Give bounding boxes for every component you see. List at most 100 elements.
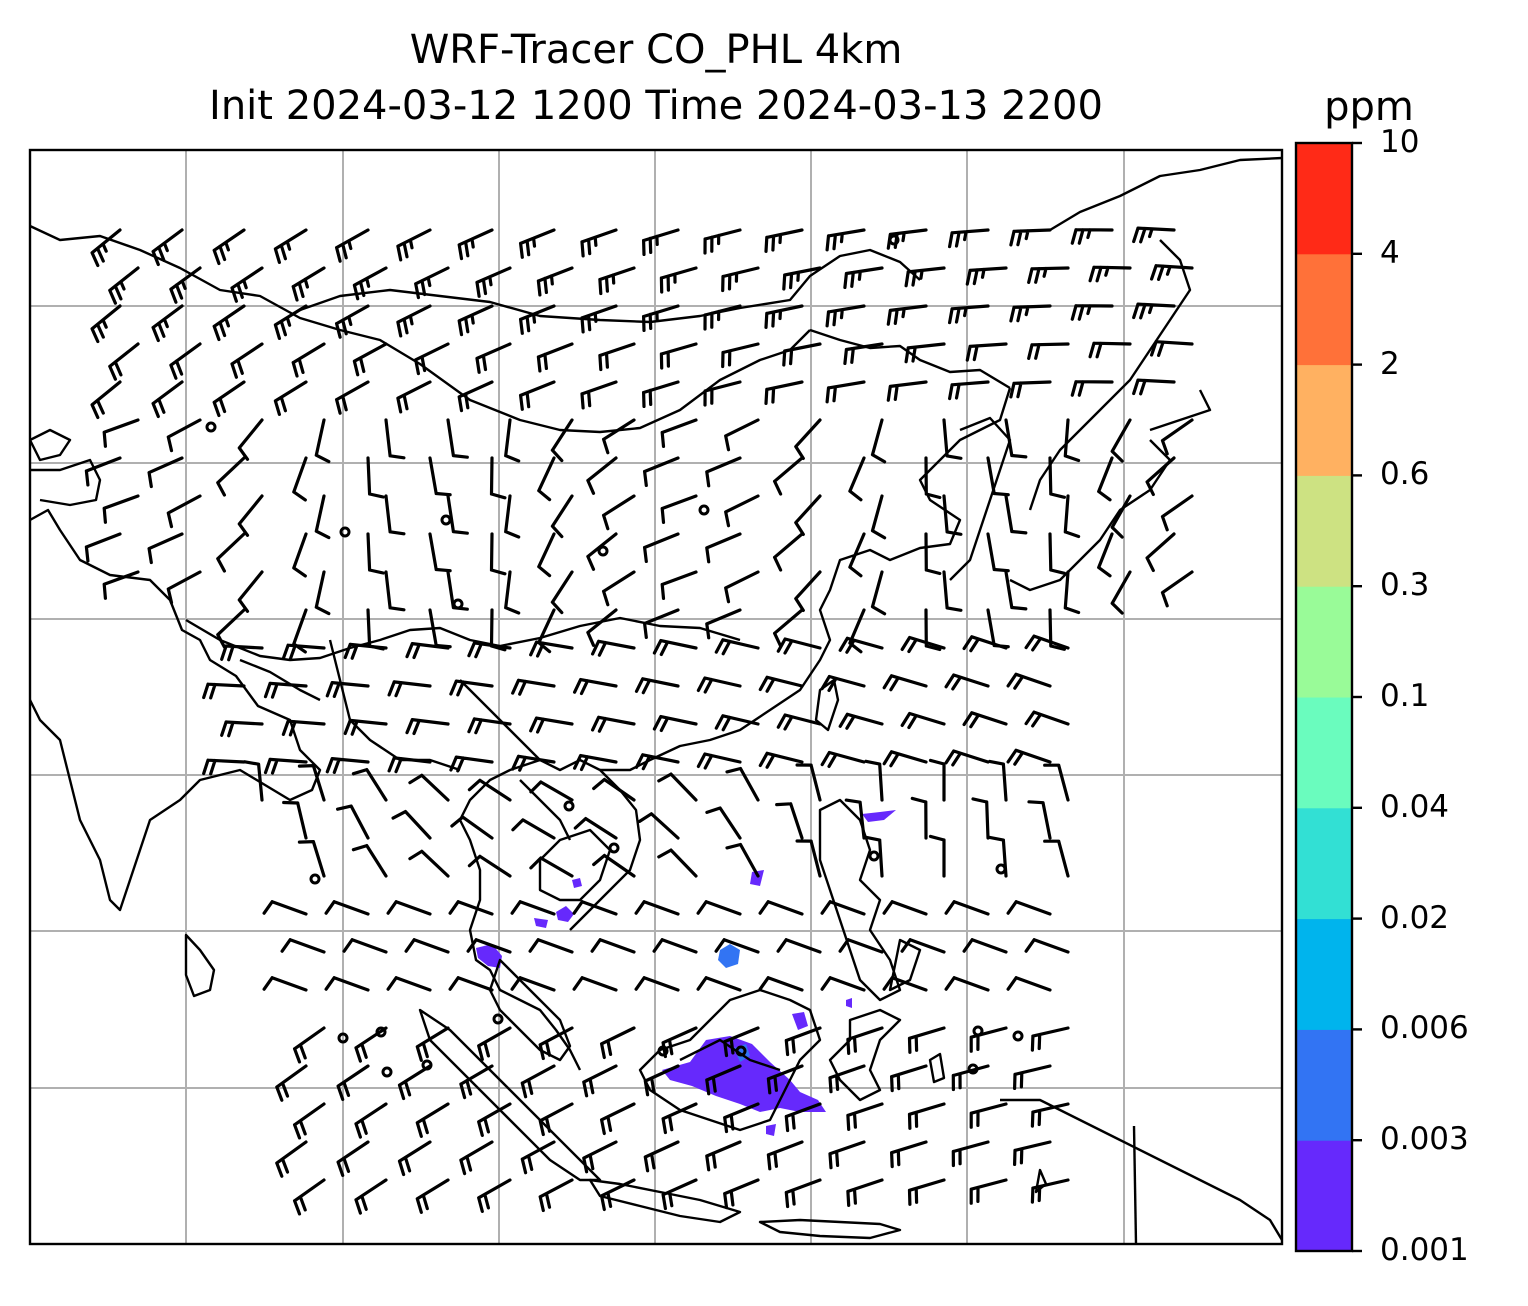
wind-barb	[281, 643, 326, 661]
wind-barb	[843, 266, 884, 289]
coast-indochina-west	[458, 758, 601, 1071]
wind-barb	[408, 849, 450, 878]
wind-barb	[1070, 380, 1114, 397]
wind-barb	[1024, 938, 1070, 954]
wind-barb	[519, 228, 556, 259]
wind-barb	[766, 1140, 804, 1171]
wind-barb	[848, 456, 866, 502]
wind-barb	[1024, 710, 1070, 728]
coast-india	[30, 508, 322, 912]
wind-barb	[642, 228, 680, 256]
wind-barb	[598, 342, 636, 372]
wind-barb	[263, 681, 308, 699]
wind-barb	[660, 418, 698, 448]
map-frame	[28, 148, 1284, 1246]
wind-barb	[448, 900, 494, 916]
wind-barb	[643, 1064, 680, 1097]
wind-calm	[888, 234, 900, 246]
wind-barb	[475, 266, 512, 298]
coast-sri-lanka	[184, 933, 216, 998]
wind-barb	[352, 266, 388, 301]
wind-barb	[764, 380, 804, 405]
wind-calm	[1012, 1030, 1024, 1042]
colorbar-label: ppm	[1324, 84, 1414, 130]
wind-barb	[467, 641, 512, 659]
coast-west-1	[30, 428, 72, 462]
colorbar-tick-label: 0.02	[1380, 899, 1450, 936]
wind-barb	[536, 266, 574, 297]
wind-barb	[944, 749, 990, 767]
wind-barb	[882, 750, 928, 768]
wind-barb	[1088, 341, 1132, 359]
wind-barb	[275, 1064, 308, 1102]
wind-barb	[784, 1102, 822, 1133]
wind-calm	[339, 526, 351, 538]
wind-barb	[325, 681, 370, 698]
wind-barb	[459, 1064, 494, 1100]
wind-barb	[291, 266, 326, 302]
wind-barb	[592, 777, 636, 802]
wind-barb	[457, 380, 494, 413]
wind-barb	[592, 853, 636, 878]
wind-barb	[1150, 264, 1194, 281]
wind-barb	[366, 456, 385, 499]
wind-barb	[573, 817, 618, 840]
wind-barb	[661, 1102, 698, 1135]
wind-calm	[735, 1045, 747, 1057]
wind-barb	[825, 228, 866, 252]
wind-barb	[386, 976, 432, 992]
wind-barb	[870, 494, 887, 540]
wind-calm	[967, 1063, 979, 1075]
wind-barb	[90, 380, 122, 420]
wind-barb	[723, 1102, 760, 1134]
colorbar-tick-label: 4	[1380, 234, 1400, 271]
border-myanmar	[328, 639, 461, 772]
wind-barb	[944, 673, 990, 691]
wind-barb	[147, 532, 184, 565]
wind-barb	[724, 494, 760, 528]
wind-barb	[1048, 456, 1066, 499]
wind-barb	[652, 715, 698, 733]
coast-korea	[949, 416, 1012, 581]
wind-barb	[1160, 570, 1194, 608]
wind-barb	[962, 711, 1008, 729]
colorbar-band	[1296, 586, 1352, 698]
wind-barb	[838, 712, 884, 730]
wind-barb	[1013, 1140, 1052, 1166]
wind-barb	[1145, 532, 1176, 572]
colorbar-band	[1296, 1140, 1352, 1252]
wind-barb	[202, 758, 246, 776]
wind-barb	[314, 494, 331, 540]
wind-barb	[573, 754, 618, 772]
wind-barb	[1110, 494, 1132, 539]
wind-calm-markers	[205, 234, 1024, 1078]
border-china-ne	[809, 328, 1011, 390]
wind-barb	[776, 637, 822, 655]
wind-barb	[216, 532, 246, 573]
wind-barb	[864, 759, 884, 802]
wind-barb	[582, 1064, 618, 1098]
colorbar-tick-label: 0.3	[1380, 567, 1430, 604]
wind-barb	[1024, 634, 1070, 652]
wind-barb	[351, 844, 388, 878]
wind-barb	[890, 1140, 928, 1169]
wind-barb	[538, 1026, 574, 1061]
wind-barb	[1004, 418, 1028, 459]
wind-barb	[216, 608, 246, 649]
wind-barb	[696, 752, 742, 770]
wind-calm	[421, 1059, 433, 1071]
wind-barb	[602, 418, 636, 455]
wind-barb	[354, 1102, 388, 1139]
wind-barb	[659, 266, 698, 294]
wind-barb	[657, 772, 698, 802]
wind-barb	[846, 1026, 884, 1055]
wind-barb	[971, 797, 990, 840]
wind-barb	[634, 900, 680, 916]
wind-calm	[698, 504, 710, 516]
wind-barb	[467, 778, 512, 802]
wind-barb	[467, 717, 512, 735]
wind-barb	[962, 938, 1008, 954]
wind-calm	[452, 598, 464, 610]
wind-barb	[962, 635, 1008, 653]
wind-barbs	[84, 226, 1194, 1216]
